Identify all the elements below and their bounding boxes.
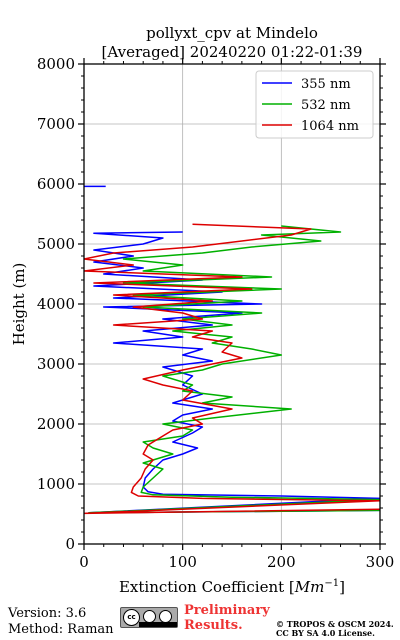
version-text: Version: 3.6 xyxy=(8,606,87,621)
series-layer xyxy=(84,185,380,515)
y-tick-label: 0 xyxy=(65,535,75,553)
x-axis-label: Extinction Coefficient [Mm−1] xyxy=(119,578,345,596)
y-tick-label: 8000 xyxy=(37,55,75,73)
axis-ticks xyxy=(78,58,386,550)
cc-icon: cc xyxy=(123,609,140,626)
x-tick-label: 100 xyxy=(168,553,197,571)
license-strip xyxy=(139,622,177,627)
y-axis-label: Height (m) xyxy=(10,263,28,346)
chart-title: pollyxt_cpv at Mindelo xyxy=(146,24,318,42)
y-tick-label: 3000 xyxy=(37,355,75,373)
series-line-1064-nm xyxy=(84,223,380,515)
method-text: Method: Raman xyxy=(8,622,114,637)
y-tick-label: 6000 xyxy=(37,175,75,193)
y-tick-label: 5000 xyxy=(37,235,75,253)
y-tick-label: 2000 xyxy=(37,415,75,433)
x-tick-label: 0 xyxy=(79,553,89,571)
series-line-532-nm xyxy=(88,225,380,514)
legend-box xyxy=(255,70,374,139)
y-tick-label: 1000 xyxy=(37,475,75,493)
cc-license-icon: cc xyxy=(120,607,178,628)
preliminary-results-note: Preliminary Results. xyxy=(184,603,270,633)
legend: 355 nm 532 nm 1064 nm xyxy=(255,70,374,139)
legend-label: 532 nm xyxy=(301,98,351,113)
x-tick-label: 200 xyxy=(267,553,296,571)
legend-label: 355 nm xyxy=(301,77,351,92)
x-tick-label: 300 xyxy=(366,553,395,571)
legend-label: 1064 nm xyxy=(301,119,359,134)
y-tick-label: 4000 xyxy=(37,295,75,313)
chart-subtitle: [Averaged] 20240220 01:22-01:39 xyxy=(102,43,363,61)
copyright-text: © TROPOS & OSCM 2024. CC BY SA 4.0 Licen… xyxy=(276,619,394,638)
tick-labels: 0 100 200 300010002000300040005000600070008… xyxy=(37,55,395,571)
y-tick-label: 7000 xyxy=(37,115,75,133)
series-line-355-nm xyxy=(88,231,380,514)
